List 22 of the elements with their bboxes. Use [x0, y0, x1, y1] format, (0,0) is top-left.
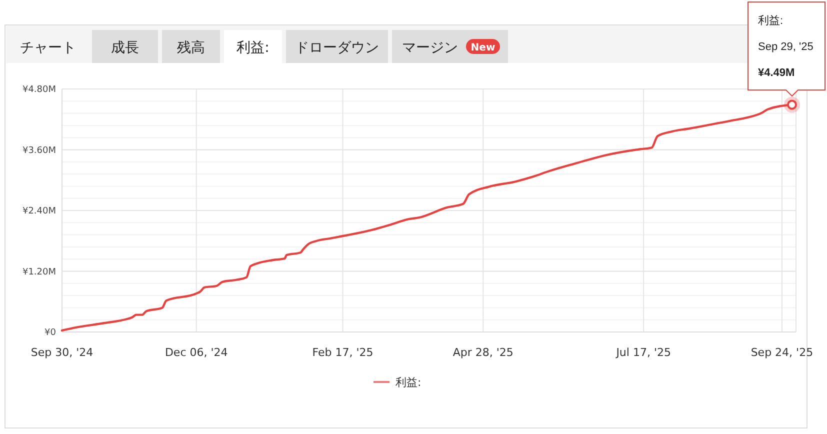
text: チャート	[20, 40, 76, 56]
text: Sep 29, '25	[758, 41, 814, 53]
y-tick-label: ¥3.60M	[22, 146, 56, 156]
x-tick-label: Dec 06, '24	[164, 346, 228, 359]
y-tick-label: ¥0	[44, 328, 56, 338]
text: 残高	[177, 40, 205, 56]
y-tick-label: ¥2.40M	[22, 206, 56, 216]
x-tick-label: Feb 17, '25	[312, 346, 374, 359]
text: 成長	[111, 40, 139, 56]
y-tick-label: ¥4.80M	[22, 85, 56, 95]
x-tick-label: Sep 24, '25	[750, 346, 814, 359]
x-tick-label: Apr 28, '25	[452, 346, 514, 359]
x-tick-label: Jul 17, '25	[615, 346, 671, 359]
y-tick-label: ¥1.20M	[22, 267, 56, 278]
text: マージン	[402, 40, 458, 56]
text: New	[470, 42, 496, 54]
x-tick-label: Sep 30, '24	[30, 346, 94, 359]
text: ドローダウン	[295, 40, 379, 56]
text: 利益:	[236, 40, 270, 56]
annotation: ¥4.49M	[758, 67, 795, 79]
text: 利益:	[758, 14, 784, 27]
legend-label: 利益:	[396, 376, 422, 389]
